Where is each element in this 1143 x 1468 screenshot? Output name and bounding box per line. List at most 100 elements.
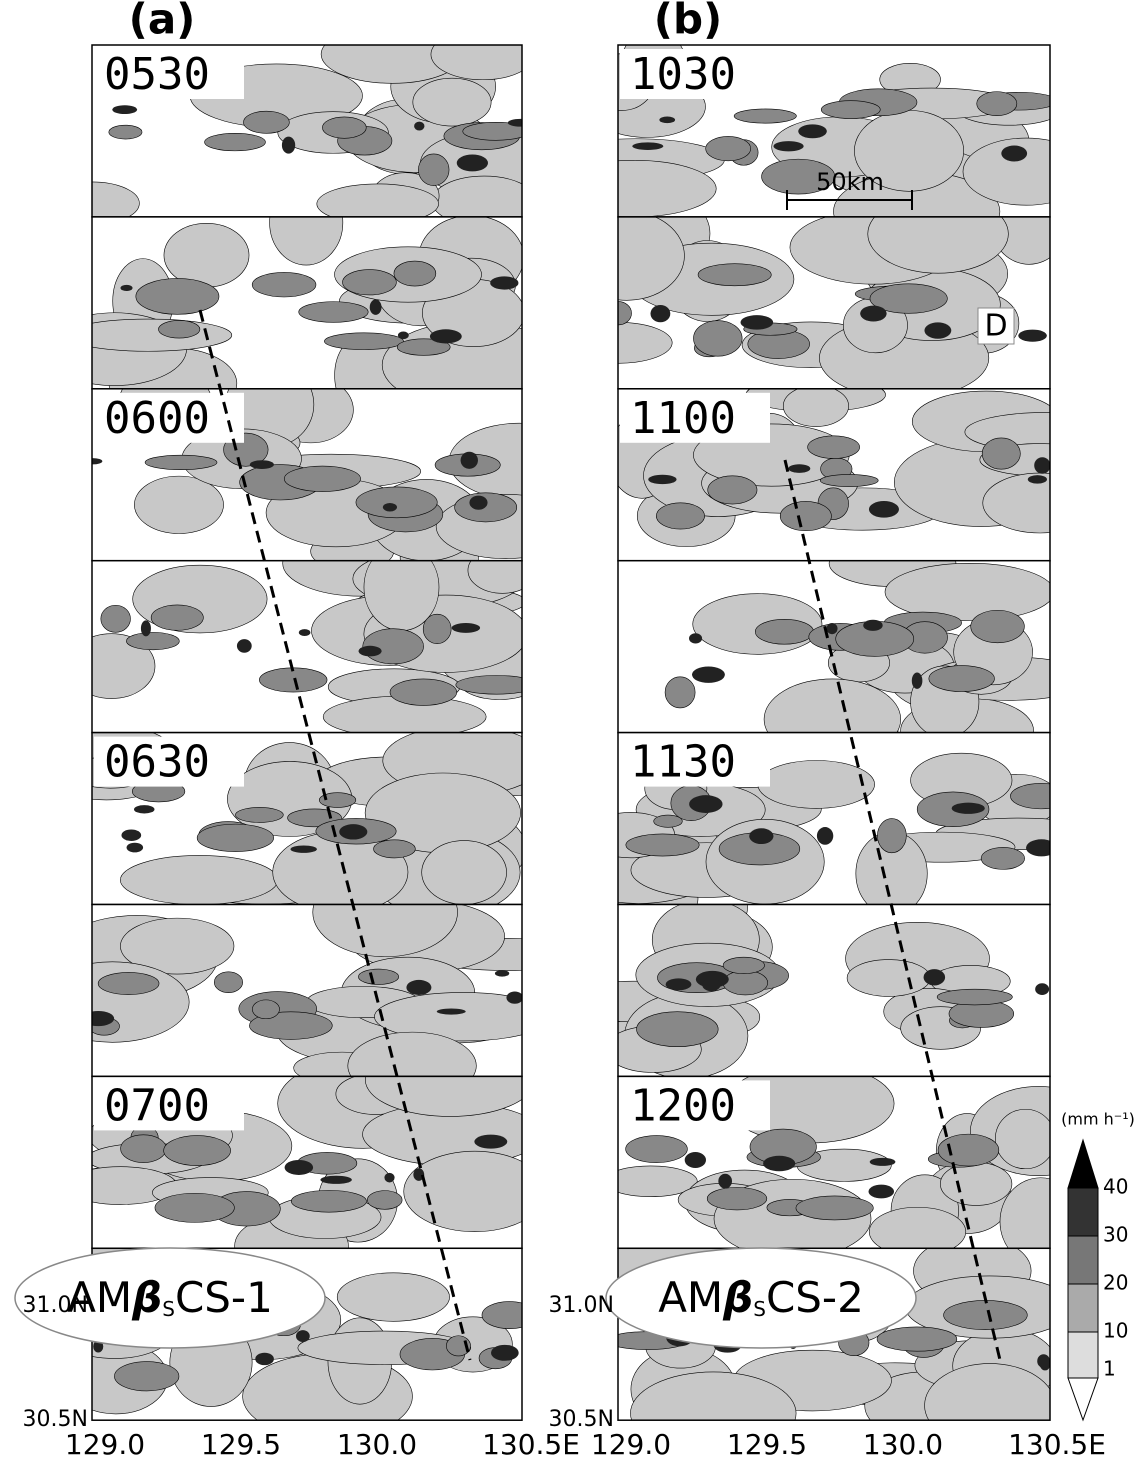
time-label: 1200 [630,1080,736,1131]
rain-mid [820,474,878,486]
rain-heavy [121,829,141,840]
rain-heavy [924,969,946,985]
rain-heavy [469,496,487,510]
rain-mid [151,605,203,630]
rain-mid [708,476,757,504]
rain-mid [235,807,283,822]
rain-mid [243,111,289,133]
rain-light [413,78,491,126]
x-tick-label: 130.5E [482,1428,580,1461]
contours [65,1043,546,1277]
rain-heavy [508,119,533,127]
rain-mid [367,1191,402,1210]
rain-heavy [689,633,702,643]
x-tick-label: 130.0 [337,1428,417,1461]
rain-mid [101,605,131,632]
rain-mid [626,1136,688,1163]
rain-heavy [296,1330,310,1342]
rain-mid [456,676,537,695]
rain-mid [723,971,768,995]
rain-mid [937,989,1012,1005]
rain-heavy [134,805,154,813]
rain-heavy [741,315,774,329]
legend-label: 20 [1103,1271,1128,1295]
rain-mid [98,972,159,994]
rain-heavy [1034,457,1050,474]
rain-mid [755,619,813,644]
legend-label: 10 [1103,1319,1128,1343]
system-prefix: AM [658,1273,723,1322]
rain-heavy [437,1008,466,1014]
rain-heavy [718,1174,732,1189]
rain-heavy [255,1353,274,1365]
legend-swatch [1068,1332,1098,1378]
system-suffix: CS-2 [766,1273,864,1322]
legend-swatch [1068,1236,1098,1284]
rain-mid [109,125,142,139]
rain-mid [971,610,1025,643]
rain-light [134,476,223,533]
x-tick-label: 129.5 [727,1428,807,1461]
rain-mid [284,466,360,492]
rain-mid [259,668,327,692]
rain-heavy [339,824,367,839]
rain-heavy [773,141,803,151]
rain-heavy [869,1185,895,1199]
rain-heavy [1037,1354,1050,1368]
rain-mid [693,321,742,357]
rain-light [552,160,716,217]
contours [567,880,1050,1078]
rain-heavy [285,1160,313,1175]
time-label: 0700 [104,1080,210,1131]
rain-heavy [250,460,274,469]
rain-mid [322,117,366,138]
rain-light [847,960,930,997]
rain-heavy [659,117,675,124]
rain-mid [796,1196,873,1220]
rain-heavy [1035,983,1049,995]
rain-heavy [689,795,722,813]
rain-heavy [1001,145,1027,161]
rain-mid [734,109,796,123]
rain-mid [698,264,771,286]
time-label: 1130 [630,737,736,788]
rain-mid [356,487,437,518]
x-tick-label: 129.0 [65,1428,145,1461]
legend-swatch [1068,1284,1098,1332]
time-label: 1030 [630,49,736,100]
rain-light [569,211,684,300]
frames: 05300600063007001030110011301200 [31,25,1128,1454]
rain-mid [780,501,831,530]
rain-heavy [461,452,478,469]
rain-heavy [860,306,886,322]
rain-light [963,138,1089,205]
map-frame [567,880,1050,1078]
rain-mid [929,666,995,692]
rain-mid [981,847,1024,869]
rain-light [422,841,507,905]
y-tick-label: 31.0N [23,1293,88,1318]
rain-heavy [370,300,382,315]
rain-heavy [430,329,462,343]
rain-heavy [384,1173,394,1183]
time-label: 0600 [104,393,210,444]
rain-heavy [359,646,382,657]
rain-heavy [702,979,720,992]
rain-mid [637,1012,719,1047]
rain-heavy [127,843,144,853]
legend-label: 30 [1103,1223,1128,1247]
rain-light [337,1273,449,1322]
rain-heavy [290,845,316,852]
rain-heavy [912,673,923,689]
x-tick-label: 129.5 [201,1428,281,1461]
rain-mid [205,133,266,151]
rain-mid [821,101,880,119]
rain-mid [197,824,273,851]
panel-label: (a) [129,0,196,44]
rain-mid [299,302,368,323]
rain-heavy [506,992,523,1004]
rain-mid [877,1327,957,1351]
rain-mid [164,1136,231,1166]
y-tick-label: 30.5N [549,1407,614,1432]
